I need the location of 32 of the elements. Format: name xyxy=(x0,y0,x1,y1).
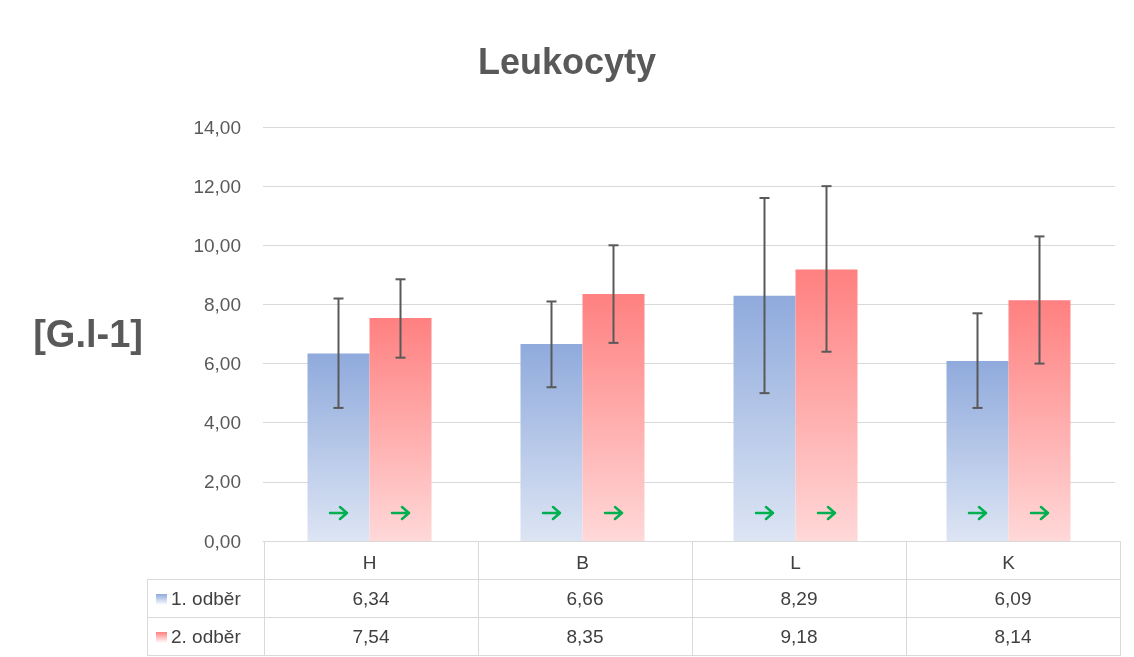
x-tick-label: K xyxy=(1002,552,1016,573)
bar xyxy=(1008,300,1071,541)
bar xyxy=(946,360,1009,541)
data-label: 6,09 xyxy=(906,579,1120,618)
y-tick-label: 2,00 xyxy=(204,471,241,493)
chart-title: Leukocyty xyxy=(477,40,657,82)
y-tick-label: 6,00 xyxy=(204,353,241,375)
bar xyxy=(795,269,858,541)
y-tick-label: 8,00 xyxy=(204,293,241,315)
x-tick-label: B xyxy=(576,552,589,573)
legend-label: 1. odběr xyxy=(171,587,241,609)
y-tick-label: 0,00 xyxy=(204,530,241,552)
bar xyxy=(582,294,645,541)
y-tick-label: 10,00 xyxy=(193,234,241,256)
bar xyxy=(520,344,583,541)
legend-label: 2. odběr xyxy=(171,625,241,647)
data-label: 7,54 xyxy=(264,617,478,656)
x-tick-label: H xyxy=(362,552,377,573)
data-label: 8,29 xyxy=(692,579,906,618)
data-label: 8,14 xyxy=(906,617,1120,656)
data-label: 8,35 xyxy=(478,617,692,656)
data-label: 9,18 xyxy=(692,617,906,656)
x-tick-label: L xyxy=(790,552,801,573)
bar xyxy=(307,353,370,541)
bar xyxy=(733,295,796,541)
y-tick-label: 4,00 xyxy=(204,412,241,434)
bar xyxy=(369,318,432,541)
y-axis-title: [G.l-1] xyxy=(33,313,143,355)
y-tick-label: 14,00 xyxy=(193,116,241,138)
data-label: 6,66 xyxy=(478,579,692,618)
y-tick-label: 12,00 xyxy=(193,175,241,197)
data-label: 6,34 xyxy=(264,579,478,618)
